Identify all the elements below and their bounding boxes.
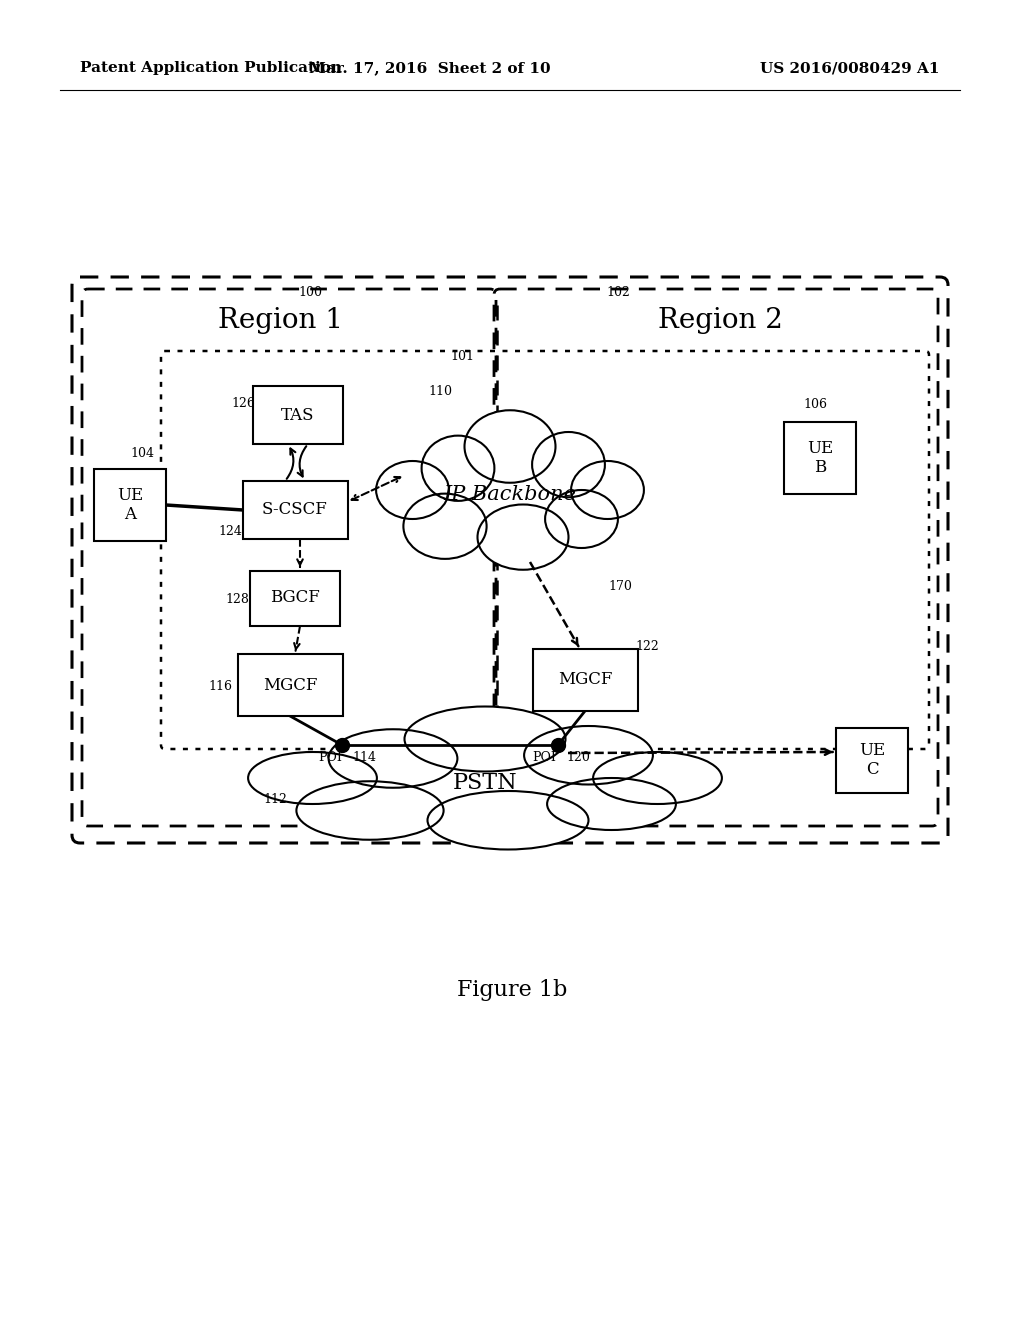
Ellipse shape (547, 777, 676, 830)
Bar (238, 653, 342, 715)
Text: S-CSCF: S-CSCF (262, 502, 328, 519)
Ellipse shape (422, 436, 495, 500)
Bar (836, 727, 908, 792)
Text: 114: 114 (352, 751, 376, 764)
Text: PSTN: PSTN (453, 772, 517, 795)
Ellipse shape (532, 432, 605, 498)
Text: 128: 128 (225, 593, 249, 606)
Ellipse shape (248, 752, 377, 804)
Bar (253, 385, 343, 444)
Text: 124: 124 (218, 525, 242, 539)
Text: 102: 102 (606, 285, 630, 298)
Bar (243, 480, 347, 539)
Ellipse shape (571, 461, 644, 519)
Ellipse shape (545, 490, 617, 548)
Text: 170: 170 (608, 579, 632, 593)
Text: Region 2: Region 2 (657, 306, 782, 334)
Bar (532, 649, 638, 711)
Ellipse shape (290, 733, 681, 824)
Text: BGCF: BGCF (270, 590, 319, 606)
Text: 116: 116 (208, 680, 232, 693)
Ellipse shape (404, 706, 565, 771)
Ellipse shape (329, 729, 458, 788)
Text: UE
A: UE A (117, 487, 143, 523)
Ellipse shape (296, 781, 443, 840)
Text: 120: 120 (566, 751, 590, 764)
Text: Figure 1b: Figure 1b (457, 979, 567, 1001)
Text: Mar. 17, 2016  Sheet 2 of 10: Mar. 17, 2016 Sheet 2 of 10 (309, 61, 551, 75)
Ellipse shape (399, 440, 621, 541)
Bar (250, 570, 340, 626)
Bar (94, 469, 166, 541)
Ellipse shape (465, 411, 555, 483)
Text: TAS: TAS (282, 407, 314, 424)
Bar (784, 422, 856, 494)
Text: 100: 100 (298, 285, 322, 298)
Text: 101: 101 (450, 350, 474, 363)
Text: UE
C: UE C (859, 742, 885, 779)
Text: US 2016/0080429 A1: US 2016/0080429 A1 (760, 61, 940, 75)
Text: UE
B: UE B (807, 440, 834, 477)
Text: 112: 112 (263, 793, 287, 807)
Text: 110: 110 (428, 385, 452, 399)
Text: 106: 106 (803, 399, 827, 411)
FancyBboxPatch shape (72, 277, 948, 843)
Text: MGCF: MGCF (263, 676, 317, 693)
Ellipse shape (376, 461, 449, 519)
Text: POI: POI (532, 751, 556, 764)
Ellipse shape (593, 752, 722, 804)
Text: 104: 104 (130, 447, 154, 459)
Ellipse shape (403, 494, 486, 558)
Ellipse shape (427, 791, 589, 850)
Text: Patent Application Publication: Patent Application Publication (80, 61, 342, 75)
Text: MGCF: MGCF (558, 672, 612, 689)
Text: 122: 122 (635, 640, 658, 653)
Text: Region 1: Region 1 (217, 306, 342, 334)
Text: IP Backbone: IP Backbone (443, 486, 577, 504)
Text: POI: POI (318, 751, 342, 764)
Ellipse shape (524, 726, 653, 784)
Text: 126: 126 (231, 397, 255, 411)
Ellipse shape (477, 504, 568, 570)
